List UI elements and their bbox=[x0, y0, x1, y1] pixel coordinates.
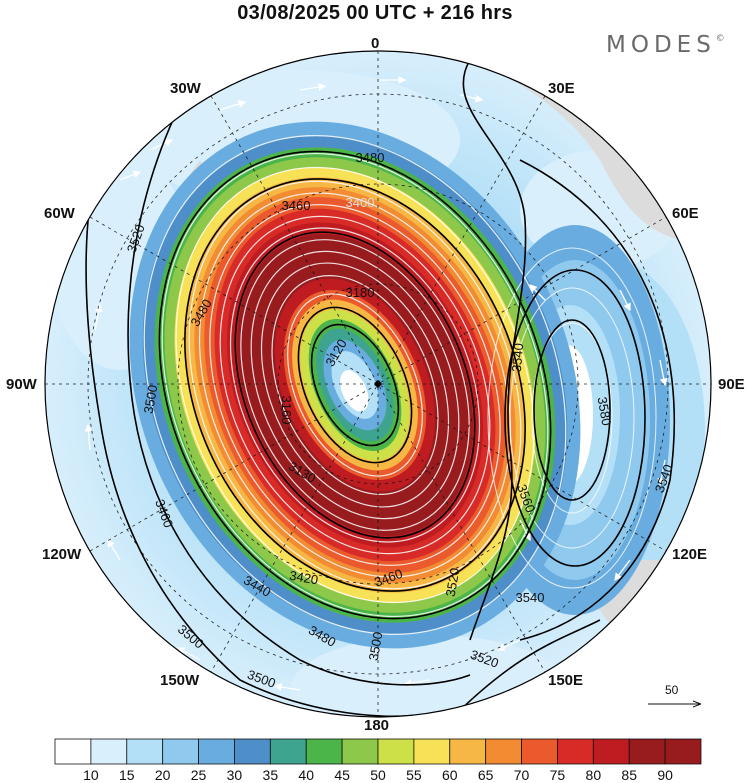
contour-label: 3540 bbox=[516, 590, 545, 605]
colorbar-cell bbox=[413, 738, 451, 765]
colorbar-cell bbox=[592, 738, 630, 765]
lon-label-120w: 120W bbox=[42, 546, 82, 563]
contour-label: 3540 bbox=[509, 343, 526, 373]
lon-label-30e: 30E bbox=[548, 80, 575, 97]
colorbar-cell bbox=[449, 738, 487, 765]
colorbar-cell bbox=[305, 738, 343, 765]
colorbar-cell bbox=[90, 738, 128, 765]
reference-vector-label: 50 bbox=[665, 683, 679, 697]
colorbar-cell bbox=[485, 738, 522, 765]
contour-label: 3420 bbox=[288, 568, 319, 588]
colorbar-label: 35 bbox=[262, 767, 279, 783]
colorbar-cell bbox=[54, 738, 92, 765]
colorbar-label: 40 bbox=[298, 767, 315, 783]
lon-label-150e: 150E bbox=[548, 672, 584, 689]
colorbar-label: 70 bbox=[513, 767, 530, 783]
colorbar-label: 55 bbox=[406, 767, 422, 783]
colorbar bbox=[54, 738, 702, 765]
colorbar-label: 15 bbox=[118, 767, 135, 783]
colorbar-cell bbox=[162, 738, 199, 765]
colorbar-label: 45 bbox=[334, 767, 350, 783]
pole-marker bbox=[374, 380, 382, 388]
contour-label: 3580 bbox=[595, 396, 615, 427]
streamlines-east bbox=[487, 247, 657, 589]
map-title: 03/08/2025 00 UTC + 216 hrs bbox=[237, 2, 513, 24]
lon-label-90e: 90E bbox=[718, 376, 745, 393]
colorbar-label: 85 bbox=[621, 767, 638, 783]
colorbar-label: 80 bbox=[585, 767, 602, 783]
map-disk bbox=[45, 51, 711, 717]
brand-mark: © bbox=[715, 34, 725, 44]
contour-label: 3480 bbox=[356, 150, 385, 165]
lon-label-120e: 120E bbox=[672, 546, 708, 563]
brand-name: MODES bbox=[606, 32, 716, 58]
lon-label-60w: 60W bbox=[44, 205, 75, 222]
pale-region-south bbox=[290, 635, 570, 717]
lon-label-150w: 150W bbox=[160, 672, 200, 689]
contour-label: 3180 bbox=[346, 285, 375, 300]
lon-label-60e: 60E bbox=[672, 205, 699, 222]
colorbar-cell bbox=[269, 738, 307, 765]
height-contours bbox=[85, 59, 676, 717]
colorbar-cell bbox=[557, 738, 594, 765]
contour-label: 3460 bbox=[282, 198, 311, 213]
contour-label: 3160 bbox=[279, 396, 294, 425]
colorbar-cell bbox=[234, 738, 271, 765]
colorbar-label: 75 bbox=[549, 767, 566, 783]
colorbar-label: 30 bbox=[226, 767, 243, 783]
contour-label: 3400 bbox=[346, 195, 375, 210]
lon-label-30w: 30W bbox=[170, 80, 201, 97]
contour-label: 3500 bbox=[141, 384, 161, 415]
colorbar-cell bbox=[521, 738, 558, 765]
colorbar-label: 20 bbox=[154, 767, 171, 783]
colorbar-label: 65 bbox=[477, 767, 494, 783]
colorbar-cell bbox=[628, 738, 666, 765]
graticule bbox=[45, 51, 711, 717]
map-outline bbox=[44, 50, 712, 718]
brand-logo: MODES© bbox=[606, 32, 725, 58]
colorbar-cell bbox=[341, 738, 379, 765]
contour-label: 3520 bbox=[443, 567, 463, 598]
colorbar-label: 10 bbox=[83, 767, 99, 783]
colorbar-cell bbox=[198, 738, 235, 765]
colorbar-label: 50 bbox=[370, 767, 386, 783]
colorbar-label: 25 bbox=[190, 767, 207, 783]
streamlines bbox=[143, 135, 567, 635]
colorbar-label: 90 bbox=[657, 767, 673, 783]
colorbar-label: 60 bbox=[441, 767, 458, 783]
colorbar-cell bbox=[664, 738, 702, 765]
colorbar-cell bbox=[126, 738, 164, 765]
contour-label: 3500 bbox=[366, 631, 386, 662]
lon-label-0: 0 bbox=[371, 35, 380, 52]
lon-label-90w: 90W bbox=[6, 376, 37, 393]
lon-label-180: 180 bbox=[364, 717, 390, 734]
colorbar-cell bbox=[377, 738, 415, 765]
